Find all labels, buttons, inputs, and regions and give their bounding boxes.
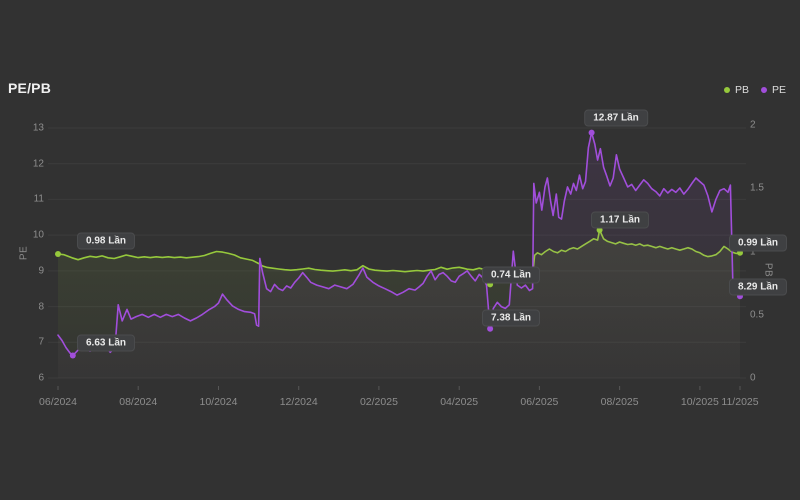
chart-title: PE/PB <box>8 80 52 96</box>
x-axis-tick-label: 10/2025 <box>680 396 719 408</box>
value-label-badge: 6.63 Lần <box>76 334 136 352</box>
value-label-badge: 0.99 Lần <box>728 234 788 252</box>
right-axis-tick-label: 0.5 <box>750 309 764 321</box>
left-axis-tick-label: 9 <box>38 265 44 277</box>
right-axis-tick-label: 1 <box>750 246 756 257</box>
data-point-marker <box>596 227 603 233</box>
left-axis-tick-label: 11 <box>33 193 44 205</box>
x-axis-tick-label: 06/2024 <box>39 396 77 408</box>
value-label-badge: 0.98 Lần <box>76 232 136 250</box>
left-axis-tick-label: 13 <box>32 122 44 134</box>
legend-item-pb[interactable]: PB <box>723 84 749 96</box>
value-label-badge: 7.38 Lần <box>481 309 541 327</box>
value-label-badge: 12.87 Lần <box>584 109 648 127</box>
left-axis-tick-label: 7 <box>38 336 44 348</box>
x-axis-tick-label: 08/2024 <box>119 396 158 408</box>
pe-line <box>57 131 741 357</box>
pe-legend-dot-icon <box>760 87 767 93</box>
left-axis-tick-label: 10 <box>32 229 44 241</box>
x-axis-tick-label: 04/2025 <box>440 396 479 408</box>
right-axis-tick-label: 2 <box>750 119 756 131</box>
data-point-marker <box>588 129 595 136</box>
x-axis-tick-label: 12/2024 <box>279 396 318 408</box>
data-point-marker <box>55 251 61 257</box>
left-axis-tick-label: 8 <box>38 301 44 313</box>
pb-legend-dot-icon <box>723 87 730 93</box>
right-axis-tick-label: 0 <box>750 372 756 384</box>
x-axis-tick-label: 02/2025 <box>359 396 398 408</box>
chart-legend: PB PE <box>723 84 786 96</box>
line-chart-canvas <box>55 129 743 390</box>
legend-label-pb: PB <box>734 84 749 96</box>
value-label-badge: 1.17 Lần <box>590 211 650 229</box>
value-label-badge: 0.74 Lần <box>481 266 541 284</box>
legend-item-pe[interactable]: PE <box>760 84 786 96</box>
data-point-marker <box>487 325 494 332</box>
pe-area <box>58 132 740 378</box>
value-label-badge: 8.29 Lần <box>728 278 788 296</box>
data-point-marker <box>69 352 76 359</box>
left-axis-tick-label: 12 <box>32 158 44 170</box>
x-axis-tick-label: 11/2025 <box>721 396 759 408</box>
x-axis-tick-label: 06/2025 <box>520 396 559 408</box>
x-axis-tick-label: 08/2025 <box>600 396 639 408</box>
left-axis-tick-label: 6 <box>38 372 44 384</box>
x-axis-tick-label: 10/2024 <box>199 396 238 408</box>
right-axis-tick-label: 1.5 <box>750 182 764 194</box>
legend-label-pe: PE <box>771 84 786 96</box>
